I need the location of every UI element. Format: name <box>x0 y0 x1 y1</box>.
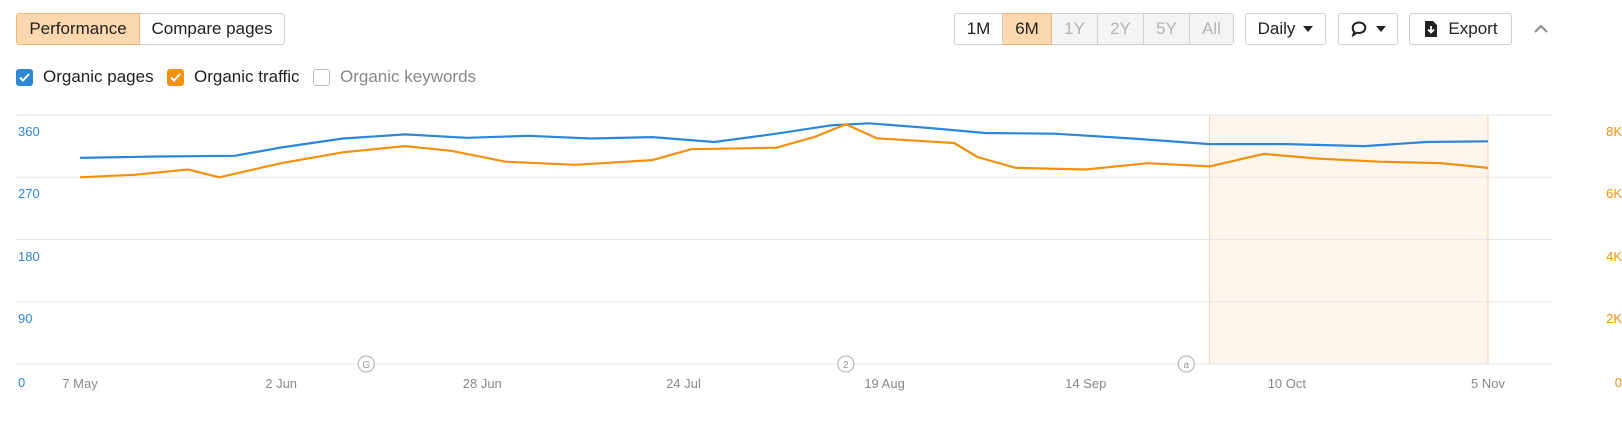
chevron-down-icon <box>1303 26 1314 32</box>
annotation-marker <box>837 355 855 373</box>
chevron-down-icon <box>1376 26 1386 32</box>
x-axis-tick: 28 Jun <box>462 376 502 391</box>
x-axis-tick: 19 Aug <box>864 376 905 391</box>
organic-keywords-checkbox[interactable] <box>313 69 330 86</box>
x-axis-tick: 7 May <box>62 376 98 391</box>
compare-pages-tab[interactable]: Compare pages <box>140 13 285 45</box>
interval-label: Daily <box>1257 19 1296 38</box>
series-line-organic-traffic <box>79 123 1489 179</box>
y-axis-right-tick: 2K <box>1606 310 1622 326</box>
y-axis-left-tick: 180 <box>18 248 40 264</box>
range-1m-button[interactable]: 1M <box>954 13 1003 45</box>
organic-traffic-checkbox[interactable] <box>167 69 184 86</box>
range-1y-button[interactable]: 1Y <box>1052 13 1098 45</box>
comments-dropdown[interactable] <box>1338 13 1398 45</box>
range-2y-button[interactable]: 2Y <box>1098 13 1144 45</box>
range-all-button[interactable]: All <box>1190 13 1234 45</box>
y-axis-left-tick: 90 <box>18 310 33 326</box>
y-axis-left-tick: 0 <box>18 375 26 390</box>
check-icon <box>19 73 30 82</box>
comment-icon <box>1351 21 1367 38</box>
organic-pages-checkbox[interactable] <box>16 69 33 86</box>
x-axis-tick: 5 Nov <box>1471 376 1505 391</box>
y-axis-right-tick: 8K <box>1606 124 1622 139</box>
range-6m-button[interactable]: 6M <box>1003 13 1052 45</box>
organic-traffic-label[interactable]: Organic traffic <box>194 67 300 86</box>
chart-annotations: G 2 a <box>357 355 1195 373</box>
y-axis-left-tick: 360 <box>18 124 40 139</box>
x-axis-tick: 2 Jun <box>265 376 298 391</box>
x-axis-tick: 24 Jul <box>666 376 701 391</box>
y-axis-left-tick: 270 <box>18 186 40 202</box>
annotation-marker-label: 2 <box>843 360 849 371</box>
x-axis-tick: 10 Oct <box>1267 376 1306 391</box>
y-axis-right-tick: 4K <box>1606 248 1622 264</box>
x-axis-tick: 14 Sep <box>1065 376 1107 391</box>
organic-keywords-label[interactable]: Organic keywords <box>340 67 477 86</box>
performance-tab[interactable]: Performance <box>16 13 140 45</box>
annotation-marker <box>1177 355 1195 373</box>
chart-series <box>79 122 1489 179</box>
y-axis-right-tick: 6K <box>1606 186 1622 202</box>
collapse-icon[interactable] <box>1530 18 1552 40</box>
range-5y-button[interactable]: 5Y <box>1144 13 1190 45</box>
check-icon <box>170 73 181 82</box>
interval-dropdown[interactable]: Daily <box>1245 13 1326 45</box>
chart-grid <box>16 114 1552 365</box>
export-icon <box>1425 21 1438 37</box>
export-button[interactable]: Export <box>1409 13 1512 45</box>
export-label: Export <box>1448 19 1498 38</box>
series-line-organic-pages <box>79 122 1489 159</box>
annotation-marker <box>357 355 375 373</box>
annotation-marker-label: a <box>1184 360 1190 371</box>
annotation-marker-label: G <box>362 360 370 371</box>
organic-pages-label[interactable]: Organic pages <box>43 67 154 86</box>
y-axis-right-tick: 0 <box>1614 375 1622 390</box>
